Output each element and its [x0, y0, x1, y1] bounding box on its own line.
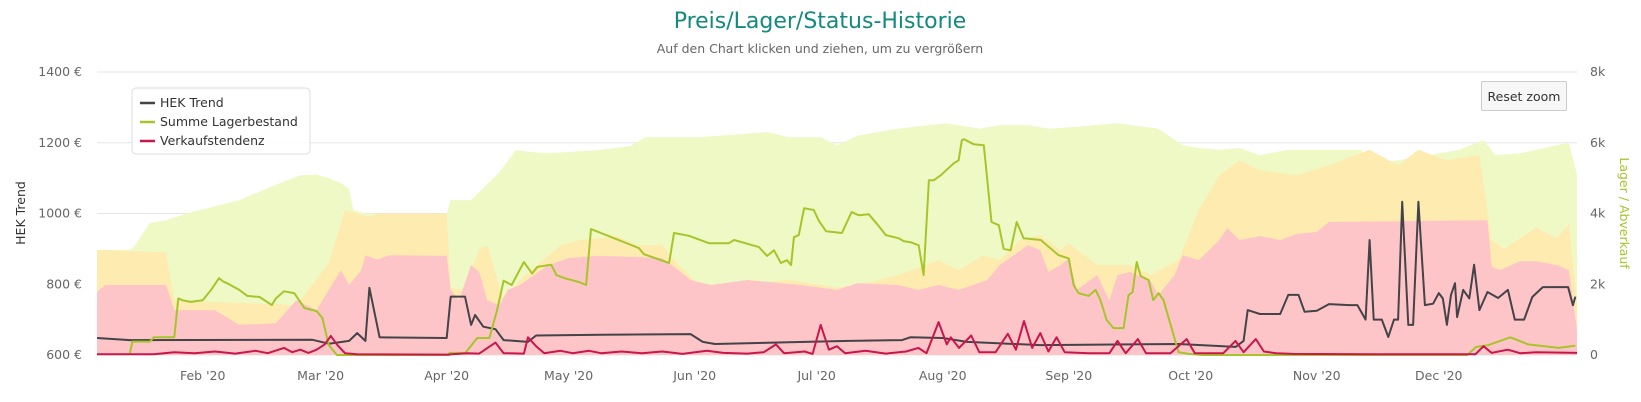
- x-tick-label: Jul '20: [796, 368, 835, 383]
- chart-title: Preis/Lager/Status-Historie: [674, 9, 967, 34]
- legend-item-summe-lagerbestand[interactable]: Summe Lagerbestand: [140, 114, 298, 129]
- right-axis-title: Lager / Abverkauf: [1617, 157, 1632, 269]
- legend-label: Verkaufstendenz: [160, 133, 265, 148]
- x-tick-label: Feb '20: [180, 368, 225, 383]
- legend: HEK Trend Summe Lagerbestand Verkaufsten…: [131, 87, 311, 155]
- summe-lagerbestand-line[interactable]: [128, 138, 1576, 356]
- x-tick-label: Apr '20: [424, 368, 469, 383]
- reset-zoom-button[interactable]: Reset zoom: [1481, 81, 1567, 111]
- x-tick-label: Dec '20: [1415, 368, 1463, 383]
- legend-item-verkaufstendenz[interactable]: Verkaufstendenz: [140, 133, 265, 148]
- left-tick-label: 1400 €: [38, 64, 82, 79]
- right-tick-label: 8k: [1590, 64, 1606, 79]
- chart-subtitle: Auf den Chart klicken und ziehen, um zu …: [657, 41, 983, 56]
- status-areas: [97, 123, 1577, 355]
- x-tick-label: Aug '20: [919, 368, 967, 383]
- left-tick-label: 1200 €: [38, 135, 82, 150]
- series-lines: [96, 138, 1578, 356]
- verkaufstendenz-line[interactable]: [97, 320, 1578, 356]
- legend-label: HEK Trend: [160, 95, 224, 110]
- left-axis-title: HEK Trend: [13, 181, 28, 245]
- left-tick-label: 800 €: [46, 276, 82, 291]
- x-tick-label: Nov '20: [1293, 368, 1341, 383]
- x-tick-label: Sep '20: [1045, 368, 1092, 383]
- legend-item-hek-trend[interactable]: HEK Trend: [140, 95, 224, 110]
- x-tick-label: Oct '20: [1168, 368, 1213, 383]
- left-tick-label: 600 €: [46, 347, 82, 362]
- hek-trend-line[interactable]: [96, 200, 1577, 348]
- x-tick-label: Mar '20: [297, 368, 344, 383]
- left-tick-label: 1000 €: [38, 206, 82, 221]
- x-tick-label: May '20: [544, 368, 593, 383]
- right-tick-label: 0: [1590, 347, 1598, 362]
- x-tick-label: Jun '20: [672, 368, 716, 383]
- legend-label: Summe Lagerbestand: [160, 114, 298, 129]
- right-tick-label: 6k: [1590, 135, 1606, 150]
- axis-ticks: 600 € 800 € 1000 € 1200 € 1400 € 0 2k 4k 6k 8k Feb…: [38, 64, 1606, 383]
- status-red-area: [97, 220, 1577, 355]
- right-tick-label: 4k: [1590, 206, 1606, 221]
- right-tick-label: 2k: [1590, 276, 1606, 291]
